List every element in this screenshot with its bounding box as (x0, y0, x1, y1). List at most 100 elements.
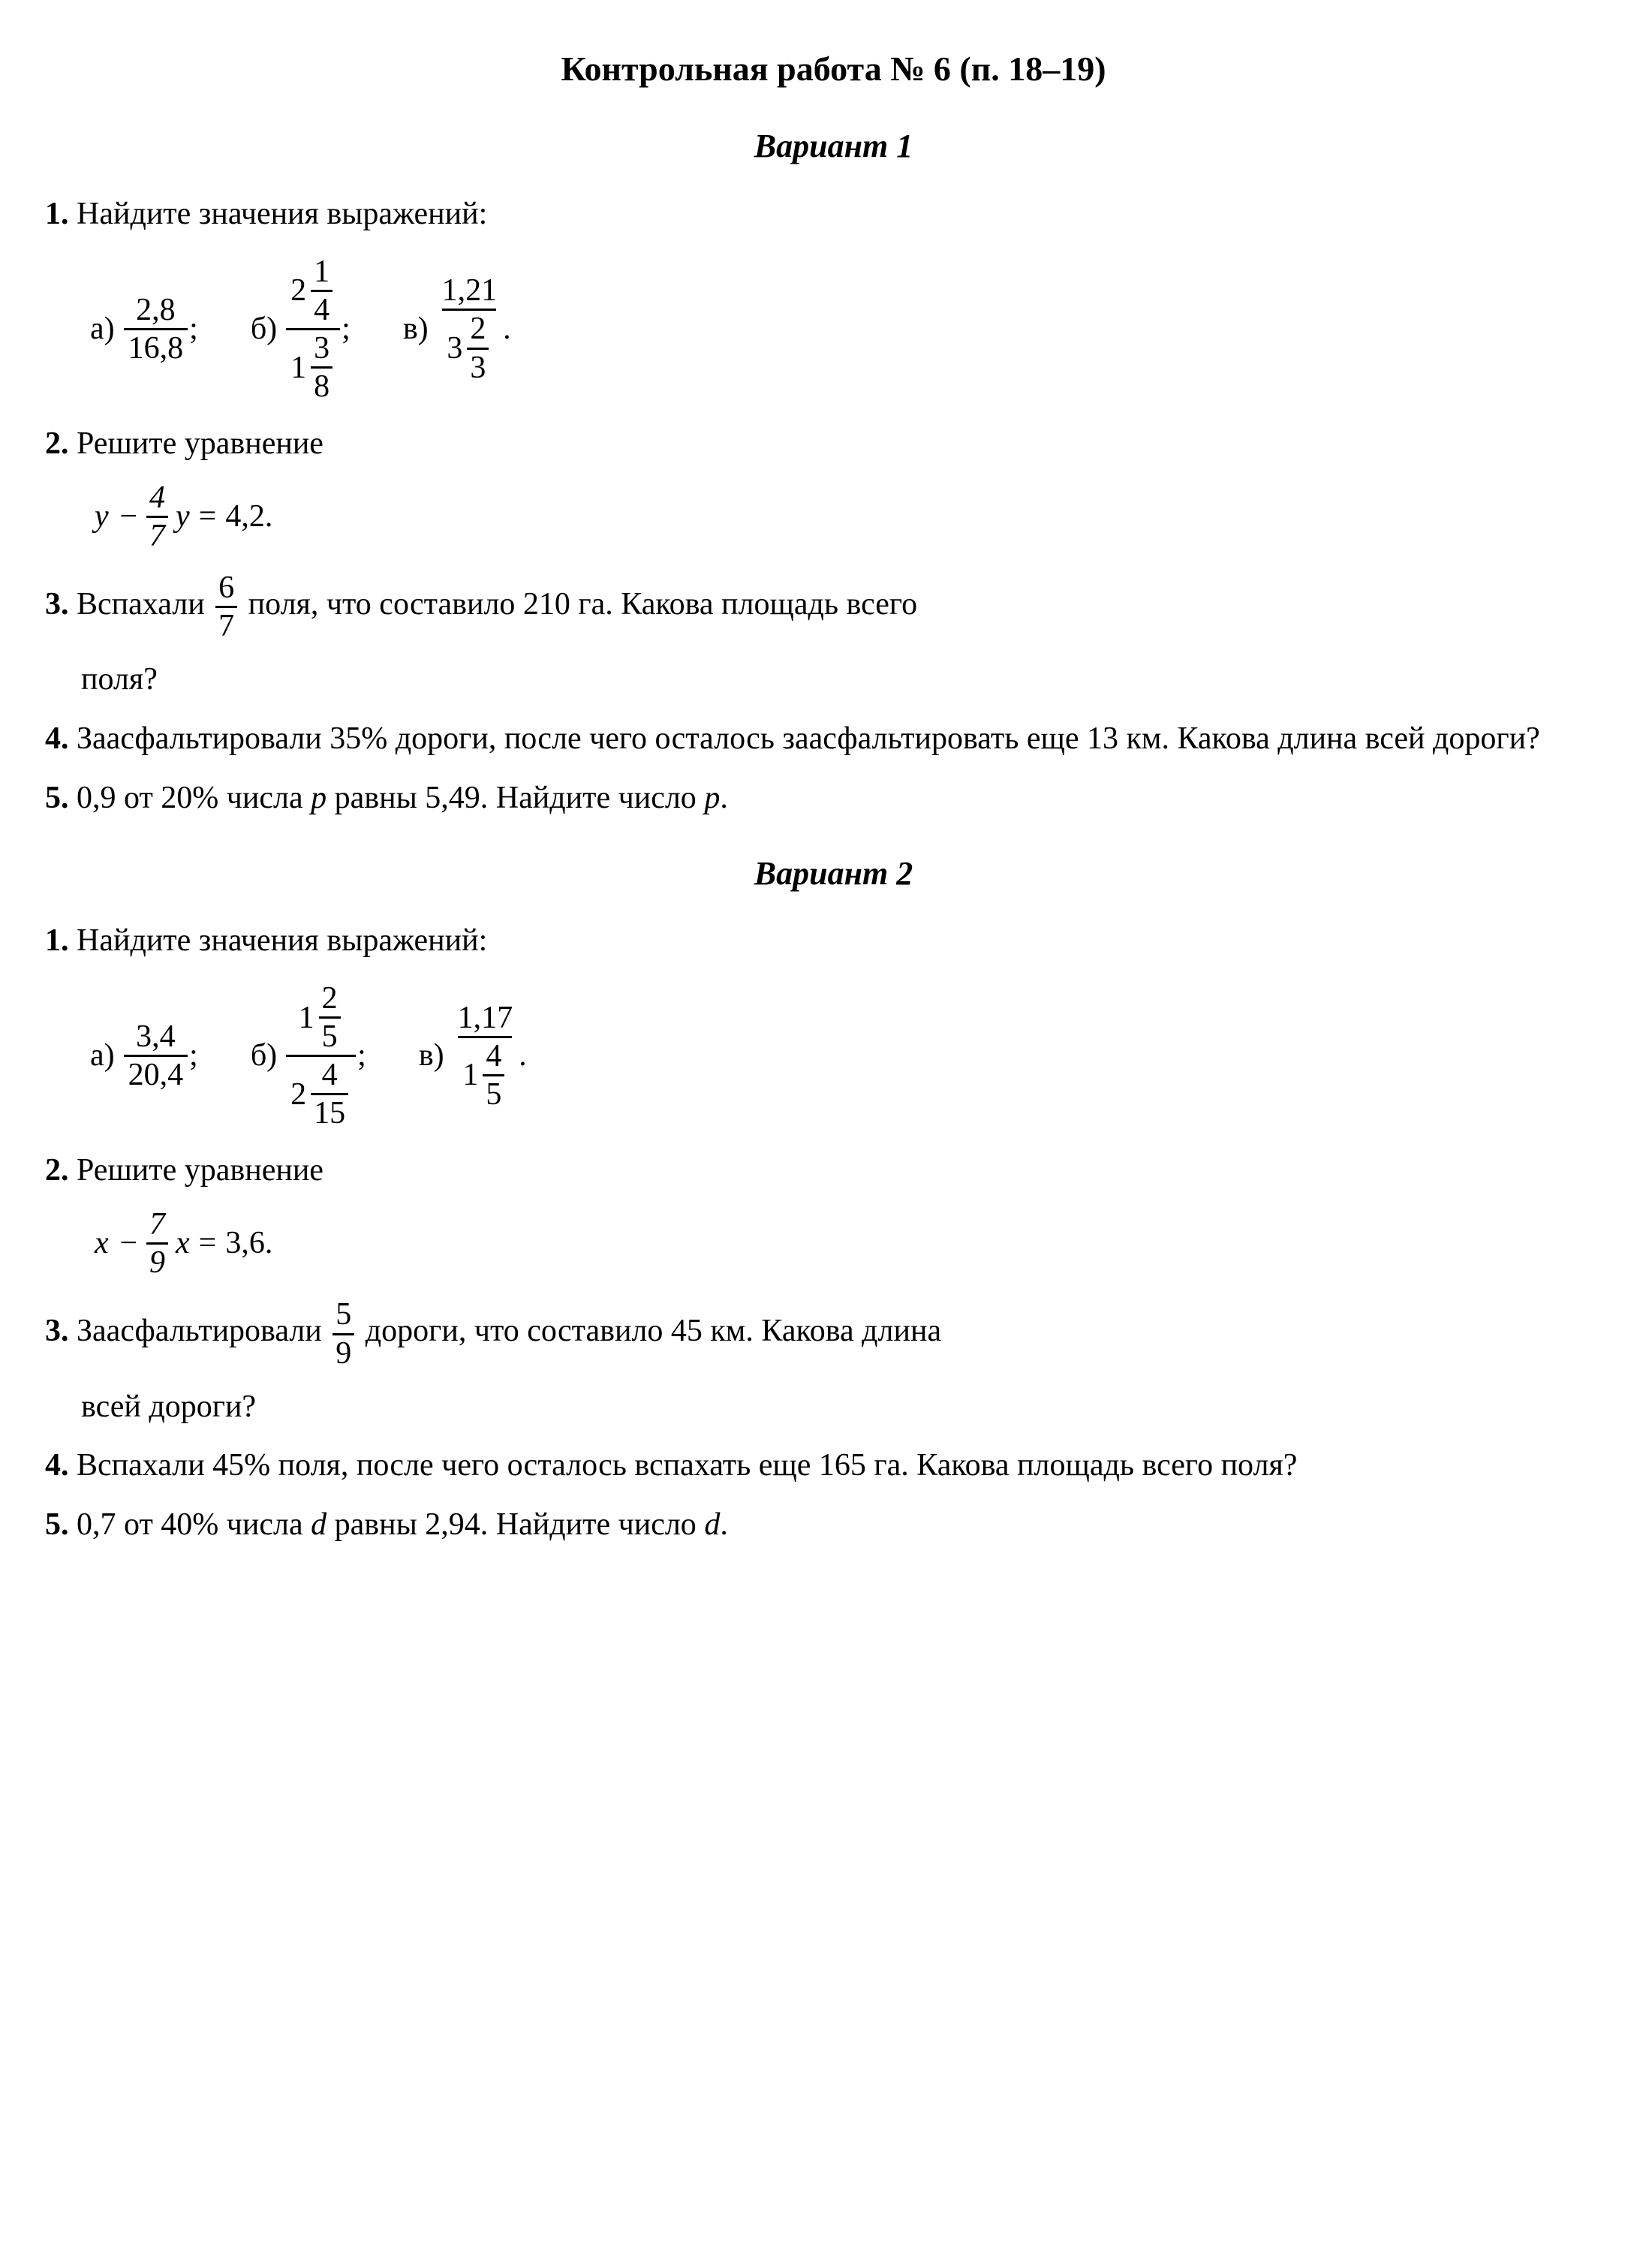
fraction: 7 9 (146, 1208, 168, 1279)
fraction: 1,21 3 2 3 (438, 274, 502, 384)
task-text: Заасфальтировали 35% дороги, после чего … (77, 721, 1540, 756)
v2-task-3: 3. Заасфальтировали 5 9 дороги, что сост… (45, 1298, 1622, 1369)
expr-b: б) 2 1 4 1 3 8 (251, 255, 351, 403)
denominator: 20,4 (124, 1055, 188, 1091)
num: 2 (467, 312, 489, 347)
den: 9 (146, 1242, 168, 1279)
denominator: 16,8 (124, 328, 188, 365)
v1-task-1-expressions: а) 2,8 16,8 ; б) 2 1 4 1 (90, 255, 1622, 403)
label: б) (251, 1034, 277, 1078)
whole: 3 (447, 332, 462, 365)
v1-task-2-equation: y − 4 7 y = 4,2. (90, 481, 1622, 552)
num: 1 (311, 255, 333, 290)
punct: . (519, 1034, 527, 1078)
text-pre: 0,9 от 20% числа (77, 781, 311, 815)
task-text: Решите уравнение (77, 426, 323, 461)
v1-task-2: 2. Решите уравнение (45, 422, 1622, 466)
den: 9 (333, 1333, 354, 1370)
text-mid: равны 2,94. Найдите число (326, 1507, 704, 1542)
task-number: 5. (45, 781, 69, 815)
task-number: 5. (45, 1507, 69, 1542)
fraction: 2,8 16,8 (124, 294, 188, 365)
whole: 2 (290, 1078, 306, 1111)
v1-task-1: 1. Найдите значения выражений: (45, 192, 1622, 236)
den: 3 (467, 348, 489, 384)
label: в) (419, 1034, 444, 1078)
text-end: . (720, 1507, 728, 1542)
rhs: 4,2. (225, 495, 272, 539)
fraction: 1,17 1 4 5 (453, 1001, 518, 1111)
denominator: 1 3 8 (286, 328, 340, 403)
num: 7 (146, 1208, 168, 1242)
punct: ; (189, 307, 198, 351)
minus: − (118, 1221, 139, 1266)
task-text: Решите уравнение (77, 1153, 323, 1188)
num: 4 (483, 1040, 504, 1074)
den: 7 (215, 606, 237, 643)
v1-task-4: 4. Заасфальтировали 35% дороги, после че… (45, 717, 1622, 761)
text-post: поля, что составило 210 га. Какова площа… (248, 587, 917, 622)
task-number: 2. (45, 1153, 69, 1188)
task-number: 4. (45, 721, 69, 756)
minus: − (118, 495, 139, 539)
var: d (311, 1507, 326, 1542)
den: 5 (319, 1016, 341, 1053)
den: 5 (483, 1074, 504, 1111)
text-end: . (720, 781, 728, 815)
task-text: Найдите значения выражений: (77, 197, 487, 231)
var: x (176, 1221, 190, 1266)
label: а) (90, 307, 115, 351)
num: 3 (311, 332, 333, 366)
v2-task-2: 2. Решите уравнение (45, 1149, 1622, 1193)
task-number: 3. (45, 1314, 69, 1349)
fraction: 5 9 (333, 1298, 354, 1369)
expr-c: в) 1,21 3 2 3 . (403, 274, 511, 384)
whole: 1 (290, 351, 306, 384)
v2-task-4: 4. Вспахали 45% поля, после чего осталос… (45, 1444, 1622, 1488)
den: 8 (311, 366, 333, 403)
v2-task-2-equation: x − 7 9 x = 3,6. (90, 1208, 1622, 1279)
var: p (704, 781, 720, 815)
v1-task-3: 3. Вспахали 6 7 поля, что составило 210 … (45, 571, 1622, 643)
whole: 1 (299, 1001, 314, 1034)
numerator: 2,8 (131, 294, 180, 328)
denominator: 2 4 15 (286, 1055, 356, 1130)
task-number: 2. (45, 426, 69, 461)
numerator: 3,4 (131, 1020, 180, 1055)
task-number: 4. (45, 1448, 69, 1483)
punct: ; (342, 307, 351, 351)
variant-1-heading: Вариант 1 (45, 123, 1622, 170)
var: x (95, 1221, 109, 1266)
fraction: 1 2 5 2 4 15 (286, 982, 356, 1130)
v2-task-1: 1. Найдите значения выражений: (45, 919, 1622, 963)
task-number: 3. (45, 587, 69, 622)
label: в) (403, 307, 429, 351)
whole: 2 (290, 274, 306, 307)
v1-task-5: 5. 0,9 от 20% числа p равны 5,49. Найдит… (45, 776, 1622, 820)
fraction: 3,4 20,4 (124, 1020, 188, 1091)
punct: ; (357, 1034, 366, 1078)
equals: = (199, 1221, 217, 1266)
rhs: 3,6. (225, 1221, 272, 1266)
num: 2 (319, 982, 341, 1016)
num: 4 (146, 481, 168, 516)
equals: = (199, 495, 217, 539)
num: 5 (333, 1298, 354, 1332)
num: 6 (215, 571, 237, 606)
text-pre: Заасфальтировали (77, 1314, 322, 1349)
num: 4 (319, 1058, 341, 1093)
v2-task-5: 5. 0,7 от 40% числа d равны 2,94. Найдит… (45, 1503, 1622, 1547)
denominator: 1 4 5 (458, 1036, 512, 1111)
task-number: 1. (45, 923, 69, 958)
var: p (311, 781, 326, 815)
variant-2-heading: Вариант 2 (45, 851, 1622, 897)
fraction: 2 1 4 1 3 8 (286, 255, 340, 403)
task-text: Вспахали 45% поля, после чего осталось в… (77, 1448, 1297, 1483)
text-post: дороги, что составило 45 км. Какова длин… (366, 1314, 941, 1349)
v1-task-3-line2: поля? (81, 658, 1622, 702)
den: 15 (311, 1093, 348, 1130)
var: y (95, 495, 109, 539)
text-pre: 0,7 от 40% числа (77, 1507, 311, 1542)
fraction: 4 7 (146, 481, 168, 552)
denominator: 3 2 3 (442, 309, 496, 384)
